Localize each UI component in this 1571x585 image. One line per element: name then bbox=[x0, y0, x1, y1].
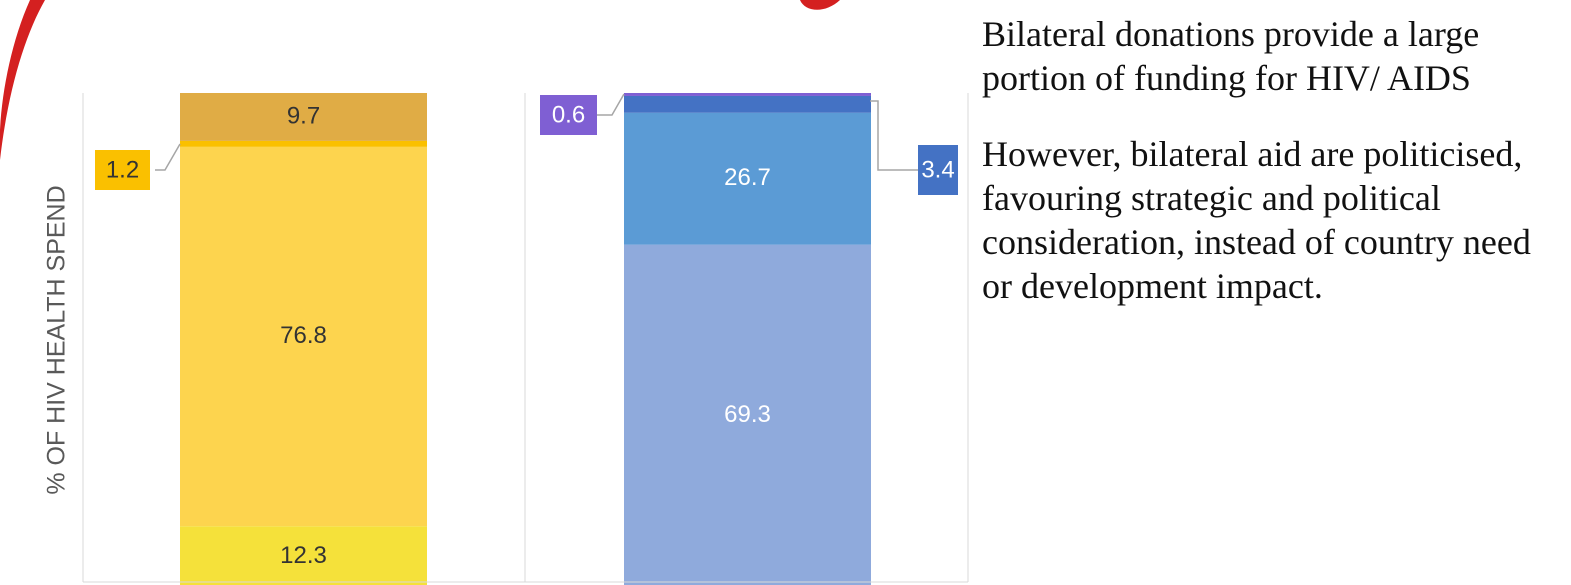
data-label: 76.8 bbox=[280, 322, 327, 349]
data-label: 1.2 bbox=[106, 156, 139, 183]
y-axis-label: % OF HIV HEALTH SPEND bbox=[43, 185, 71, 494]
data-label: 69.3 bbox=[724, 401, 771, 428]
decoration bbox=[800, 0, 840, 10]
leader-line bbox=[870, 100, 918, 171]
bar-segment bbox=[180, 526, 427, 585]
data-label: 12.3 bbox=[280, 542, 327, 569]
bar-segment bbox=[180, 146, 427, 527]
leader-line bbox=[155, 143, 181, 171]
bar-segment bbox=[624, 93, 871, 96]
label-box bbox=[918, 145, 958, 195]
paragraph: Bilateral donations provide a large port… bbox=[982, 14, 1480, 98]
chart: % OF HIV HEALTH SPEND 12.3 76.8 1.2 9.7 69.3… bbox=[0, 0, 969, 585]
leader-line bbox=[597, 93, 625, 116]
bar-segment bbox=[180, 93, 427, 141]
label-box bbox=[95, 150, 150, 190]
data-label: 3.4 bbox=[921, 156, 954, 183]
decoration bbox=[0, 0, 45, 160]
data-label: 0.6 bbox=[552, 101, 585, 128]
data-label: 9.7 bbox=[287, 102, 320, 129]
label-box bbox=[540, 95, 597, 135]
paragraph: However, bilateral aid are politicised, … bbox=[982, 134, 1531, 306]
bar-segment bbox=[624, 95, 871, 113]
bar-segment bbox=[624, 244, 871, 585]
data-label: 26.7 bbox=[724, 164, 771, 191]
text-panel: Bilateral donations provide a large port… bbox=[982, 12, 1567, 585]
bar-segment bbox=[180, 140, 427, 147]
bar-segment bbox=[624, 112, 871, 245]
